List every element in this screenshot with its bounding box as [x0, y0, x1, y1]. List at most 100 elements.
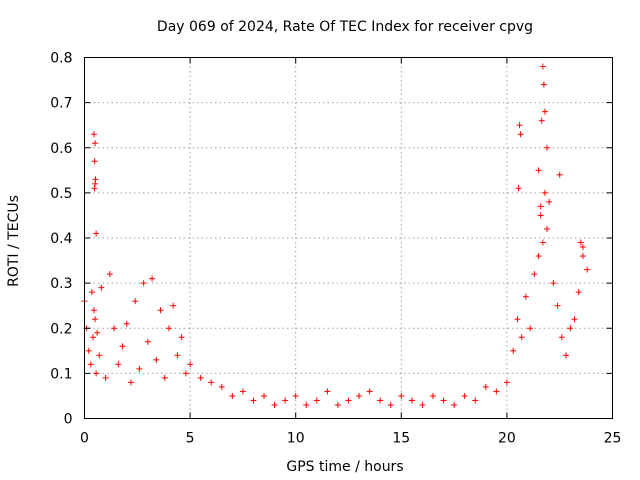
x-tick-label: 20: [498, 431, 516, 447]
data-point: [482, 383, 489, 390]
data-point: [96, 352, 103, 359]
data-point: [377, 397, 384, 404]
data-point: [93, 370, 100, 377]
data-point: [345, 397, 352, 404]
y-tick-label: 0.4: [50, 231, 72, 247]
data-point: [208, 379, 215, 386]
data-point: [527, 325, 534, 332]
x-axis-ticks: 0 5 10 15 20 25: [80, 57, 622, 447]
data-point: [93, 230, 100, 237]
data-point: [558, 334, 565, 341]
y-tick-label: 0.1: [50, 366, 72, 382]
data-point: [522, 293, 529, 300]
data-point: [334, 401, 341, 408]
data-point: [541, 108, 548, 115]
data-point: [88, 289, 95, 296]
data-point: [94, 329, 101, 336]
data-point: [451, 401, 458, 408]
chart-title: Day 069 of 2024, Rate Of TEC Index for r…: [157, 19, 533, 35]
data-point: [85, 347, 92, 354]
data-point: [91, 185, 98, 192]
data-point: [178, 334, 185, 341]
data-point: [127, 379, 134, 386]
data-point: [313, 397, 320, 404]
data-point: [161, 374, 168, 381]
data-point: [541, 189, 548, 196]
data-point: [91, 158, 98, 165]
data-point: [324, 388, 331, 395]
x-tick-label: 25: [604, 431, 622, 447]
data-point: [250, 397, 257, 404]
data-point: [271, 401, 278, 408]
data-point: [92, 140, 99, 147]
data-point: [87, 361, 94, 368]
data-point: [537, 203, 544, 210]
y-tick-label: 0.7: [50, 96, 72, 112]
data-point: [556, 171, 563, 178]
data-point: [165, 325, 172, 332]
data-point: [517, 131, 524, 138]
data-point: [514, 316, 521, 323]
data-point: [292, 392, 299, 399]
data-point: [218, 383, 225, 390]
data-point: [538, 117, 545, 124]
data-point: [157, 307, 164, 314]
data-point: [197, 374, 204, 381]
data-point: [387, 401, 394, 408]
data-point: [98, 284, 105, 291]
y-tick-label: 0.8: [50, 51, 72, 67]
data-point: [282, 397, 289, 404]
data-point: [493, 388, 500, 395]
data-point: [115, 361, 122, 368]
data-point: [366, 388, 373, 395]
data-point: [518, 334, 525, 341]
data-point: [229, 392, 236, 399]
data-point: [579, 253, 586, 260]
y-tick-label: 0.6: [50, 141, 72, 157]
data-point: [440, 397, 447, 404]
data-point: [539, 63, 546, 70]
data-point: [563, 352, 570, 359]
x-tick-label: 0: [80, 431, 89, 447]
data-point: [92, 180, 99, 187]
data-point: [567, 325, 574, 332]
data-point: [136, 365, 143, 372]
data-point: [144, 338, 151, 345]
data-point: [472, 397, 479, 404]
data-point: [132, 298, 139, 305]
data-point: [571, 316, 578, 323]
x-tick-label: 15: [392, 431, 410, 447]
data-point: [544, 225, 551, 232]
data-point: [540, 81, 547, 88]
data-point: [89, 334, 96, 341]
data-point: [140, 280, 147, 287]
y-tick-label: 0.5: [50, 186, 72, 202]
y-axis-ticks: 0 0.1 0.2 0.3 0.4 0.5 0.6 0.7 0.8: [50, 51, 613, 428]
data-point: [91, 307, 98, 314]
data-point: [408, 397, 415, 404]
plot-frame: [84, 57, 613, 419]
y-tick-label: 0.3: [50, 276, 72, 292]
data-point: [537, 212, 544, 219]
data-point: [123, 320, 130, 327]
data-point: [516, 122, 523, 129]
data-point: [503, 379, 510, 386]
data-point: [554, 302, 561, 309]
data-point: [153, 356, 160, 363]
y-axis-label: ROTI / TECUs: [6, 195, 22, 287]
data-point: [119, 343, 126, 350]
data-point: [174, 352, 181, 359]
scatter-points: [81, 63, 591, 408]
data-point: [546, 198, 553, 205]
data-point: [531, 271, 538, 278]
data-point: [550, 280, 557, 287]
data-point: [535, 167, 542, 174]
y-tick-label: 0.2: [50, 321, 72, 337]
data-point: [111, 325, 118, 332]
data-point: [170, 302, 177, 309]
data-point: [356, 392, 363, 399]
data-point: [91, 131, 98, 138]
y-tick-label: 0: [64, 412, 73, 428]
data-point: [544, 144, 551, 151]
